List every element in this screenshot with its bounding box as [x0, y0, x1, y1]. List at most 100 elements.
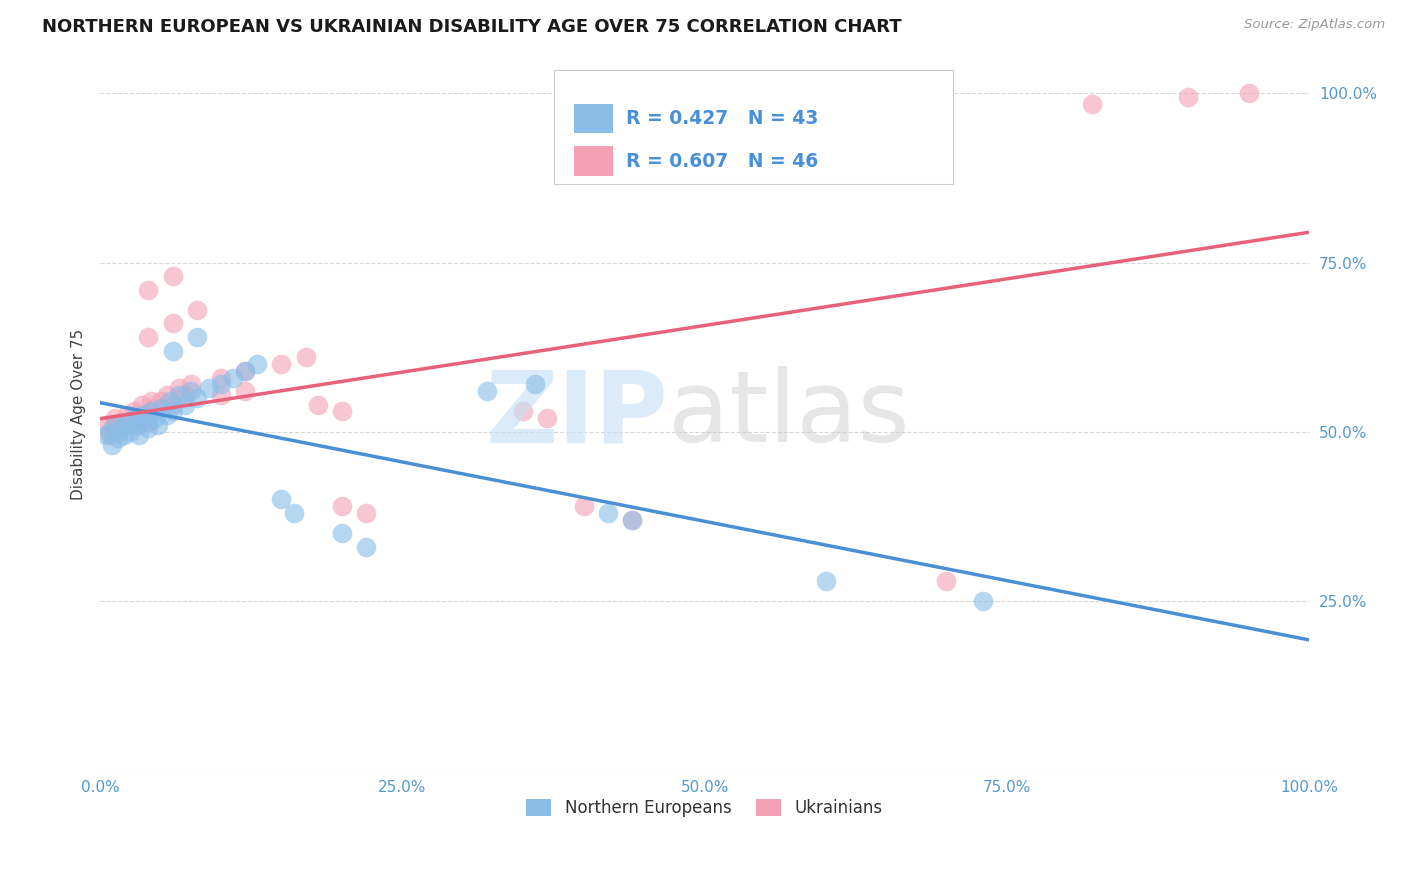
Point	[162, 343, 184, 358]
Point	[173, 398, 195, 412]
Point	[935, 574, 957, 588]
Point	[167, 387, 190, 401]
Point	[149, 401, 172, 415]
Point	[270, 357, 292, 371]
FancyBboxPatch shape	[574, 103, 613, 134]
Point	[131, 408, 153, 422]
Point	[186, 391, 208, 405]
Point	[198, 381, 221, 395]
Point	[135, 408, 157, 422]
Text: Source: ZipAtlas.com: Source: ZipAtlas.com	[1244, 18, 1385, 31]
Point	[330, 499, 353, 513]
Point	[138, 421, 160, 435]
Point	[135, 415, 157, 429]
Point	[621, 513, 644, 527]
Point	[186, 302, 208, 317]
Point	[162, 404, 184, 418]
Point	[156, 387, 179, 401]
Point	[524, 377, 547, 392]
Point	[111, 415, 134, 429]
Point	[149, 394, 172, 409]
Point	[159, 394, 181, 409]
Point	[143, 401, 166, 415]
Point	[125, 411, 148, 425]
Point	[572, 499, 595, 513]
Point	[536, 411, 558, 425]
Point	[112, 428, 135, 442]
Point	[209, 377, 232, 392]
Point	[156, 408, 179, 422]
Point	[107, 432, 129, 446]
Point	[115, 415, 138, 429]
Text: R = 0.427   N = 43: R = 0.427 N = 43	[626, 109, 818, 128]
Point	[209, 370, 232, 384]
Point	[162, 317, 184, 331]
Text: R = 0.607   N = 46: R = 0.607 N = 46	[626, 152, 818, 170]
Point	[96, 417, 118, 432]
Point	[330, 404, 353, 418]
Point	[173, 387, 195, 401]
Text: NORTHERN EUROPEAN VS UKRAINIAN DISABILITY AGE OVER 75 CORRELATION CHART: NORTHERN EUROPEAN VS UKRAINIAN DISABILIT…	[42, 18, 901, 36]
Point	[354, 506, 377, 520]
Point	[307, 398, 329, 412]
Point	[96, 428, 118, 442]
Point	[98, 428, 121, 442]
Point	[98, 425, 121, 439]
Point	[128, 428, 150, 442]
Point	[246, 357, 269, 371]
Text: ZIP: ZIP	[485, 367, 668, 463]
Point	[1237, 87, 1260, 101]
Point	[120, 425, 142, 439]
Point	[233, 364, 256, 378]
Point	[111, 421, 134, 435]
Point	[512, 404, 534, 418]
Point	[233, 364, 256, 378]
Point	[139, 394, 162, 409]
Point	[814, 574, 837, 588]
Point	[1080, 96, 1102, 111]
Point	[125, 417, 148, 432]
Point	[167, 381, 190, 395]
Point	[180, 384, 202, 398]
Point	[128, 417, 150, 432]
Point	[162, 398, 184, 412]
Point	[222, 370, 245, 384]
Point	[112, 417, 135, 432]
Point	[270, 492, 292, 507]
Point	[283, 506, 305, 520]
Point	[596, 506, 619, 520]
Point	[122, 404, 145, 418]
Point	[972, 594, 994, 608]
Point	[101, 421, 124, 435]
Point	[107, 425, 129, 439]
Text: atlas: atlas	[668, 367, 910, 463]
Point	[209, 387, 232, 401]
Point	[131, 398, 153, 412]
Point	[162, 269, 184, 284]
Point	[294, 351, 316, 365]
Point	[115, 408, 138, 422]
Point	[621, 513, 644, 527]
Point	[1177, 90, 1199, 104]
Point	[138, 330, 160, 344]
Point	[138, 415, 160, 429]
Point	[104, 417, 127, 432]
Point	[186, 330, 208, 344]
Point	[143, 411, 166, 425]
Point	[122, 411, 145, 425]
Legend: Northern Europeans, Ukrainians: Northern Europeans, Ukrainians	[517, 791, 891, 826]
Point	[104, 411, 127, 425]
Point	[354, 540, 377, 554]
Point	[101, 438, 124, 452]
Point	[139, 404, 162, 418]
FancyBboxPatch shape	[554, 70, 952, 184]
Point	[146, 417, 169, 432]
Y-axis label: Disability Age Over 75: Disability Age Over 75	[72, 329, 86, 500]
Point	[330, 526, 353, 541]
Point	[233, 384, 256, 398]
FancyBboxPatch shape	[574, 146, 613, 176]
Point	[475, 384, 498, 398]
Point	[120, 415, 142, 429]
Point	[180, 377, 202, 392]
Point	[138, 283, 160, 297]
